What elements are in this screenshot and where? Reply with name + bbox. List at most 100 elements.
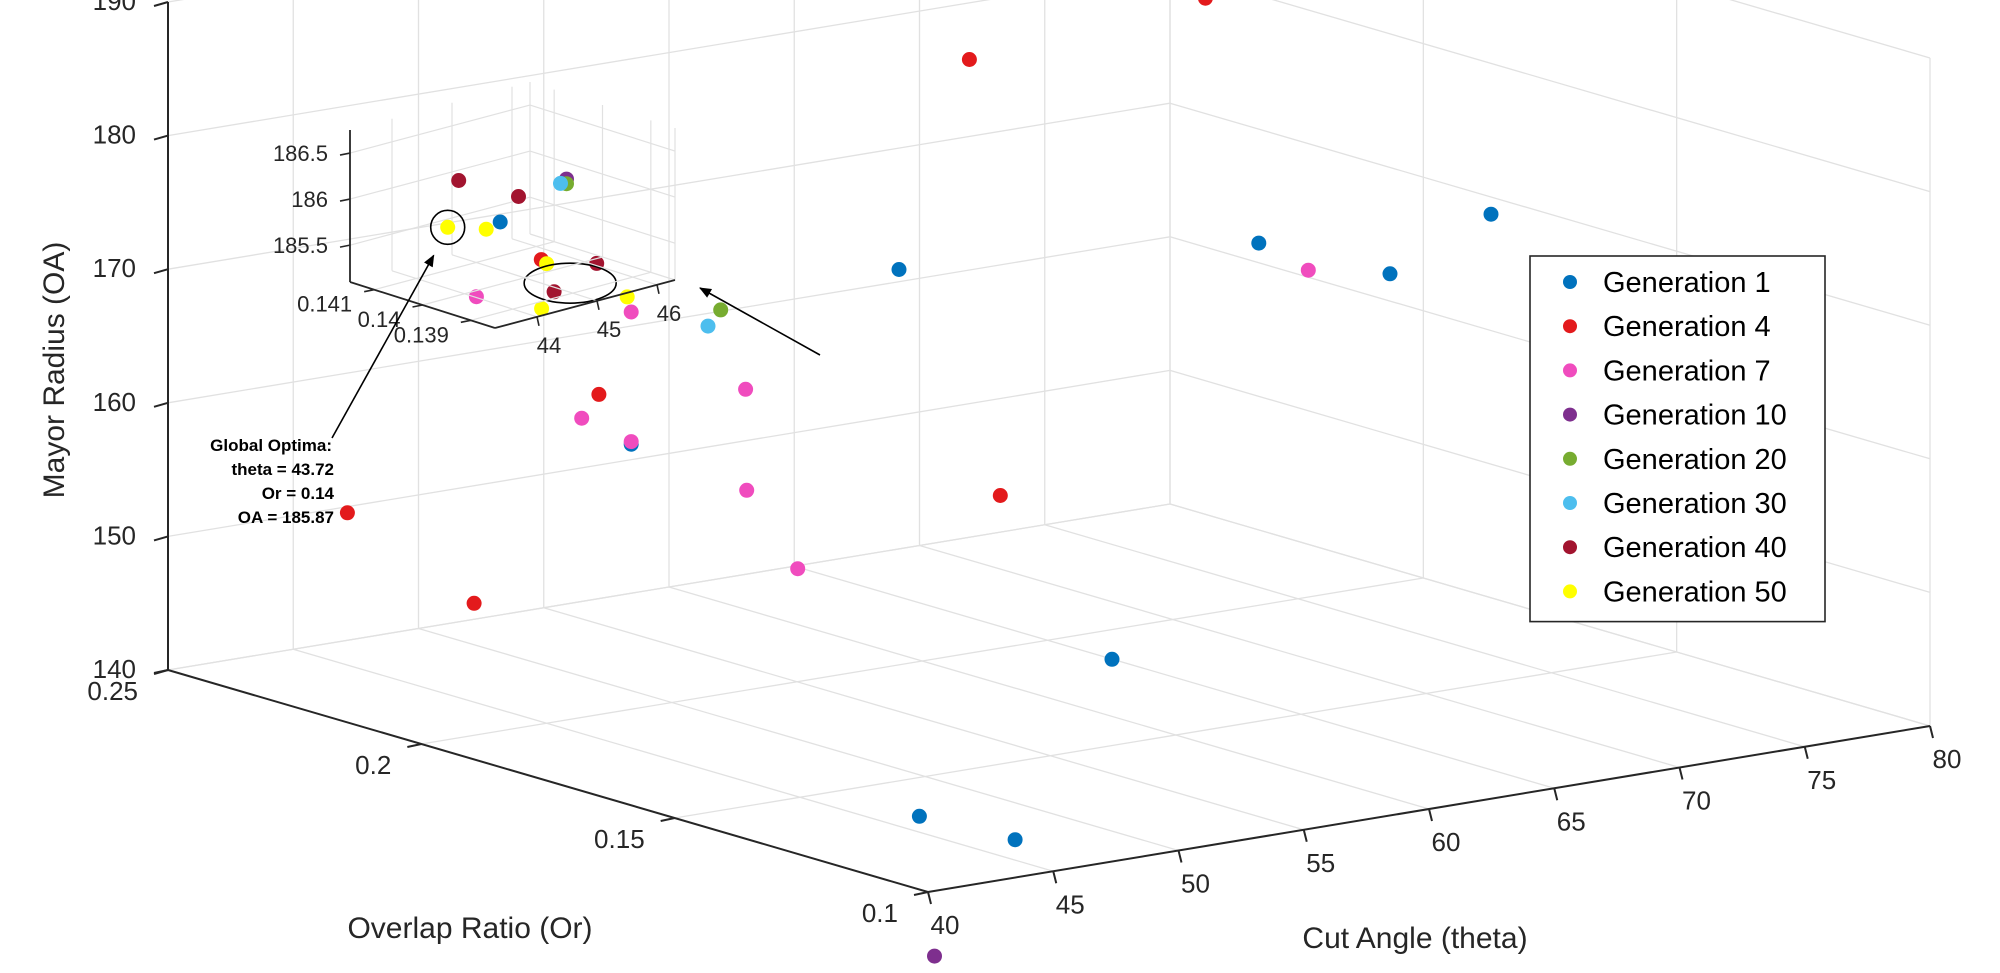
legend-marker <box>1563 407 1577 422</box>
grid-line <box>674 651 1677 819</box>
inset-grid-line <box>349 104 531 154</box>
z-tick-mark <box>153 669 169 675</box>
x-tick-mark <box>927 891 932 905</box>
inset-grid-line <box>529 150 676 198</box>
data-point <box>992 488 1008 503</box>
x-tick-label: 55 <box>1306 848 1335 878</box>
inset-y-tick-mark <box>364 288 375 293</box>
z-tick-mark <box>153 1 169 7</box>
inset-grid-line <box>349 196 531 246</box>
data-point <box>713 302 729 318</box>
y-axis-label: Overlap Ratio (Or) <box>347 912 592 945</box>
grid-line <box>1271 0 1931 193</box>
data-point <box>623 304 639 320</box>
grid-line <box>293 648 1054 872</box>
x-tick-mark <box>1052 871 1058 884</box>
data-point <box>790 561 806 577</box>
legend-label: Generation 4 <box>1603 311 1771 343</box>
inset-z-tick-label: 186.5 <box>273 141 328 166</box>
inset-edge <box>529 233 676 281</box>
x-tick-mark <box>1177 850 1183 863</box>
x-tick-mark <box>1803 746 1809 759</box>
inset-data-point <box>451 173 467 188</box>
data-point <box>961 52 977 67</box>
grid-line <box>167 0 991 137</box>
grid-line <box>167 102 1171 270</box>
inset-data-point <box>553 175 568 191</box>
inset-y-tick-label: 0.139 <box>394 322 449 347</box>
grid-line <box>794 565 1555 789</box>
x-tick-label: 50 <box>1181 869 1210 899</box>
legend-marker <box>1563 275 1577 289</box>
z-tick-mark <box>153 268 169 275</box>
legend-marker <box>1563 319 1577 334</box>
y-axis-line <box>167 669 929 893</box>
inset-data-point <box>440 219 456 235</box>
grid-line <box>167 503 1171 671</box>
y-tick-label: 0.25 <box>87 676 138 706</box>
grid-line <box>167 236 1171 404</box>
legend-label: Generation 1 <box>1603 267 1771 299</box>
data-point <box>1104 651 1120 667</box>
data-point <box>911 808 927 824</box>
inset-z-tick-label: 185.5 <box>273 233 328 258</box>
legend-box <box>1529 255 1826 623</box>
legend-marker <box>1563 540 1577 555</box>
data-point <box>623 434 639 450</box>
z-tick-mark <box>153 401 169 408</box>
data-point <box>466 595 482 611</box>
data-point <box>738 381 754 397</box>
data-points <box>339 0 1597 964</box>
data-point <box>1483 206 1499 222</box>
inset-y-tick-label: 0.141 <box>297 292 352 317</box>
x-tick-mark <box>1678 767 1684 780</box>
global-optima-annotation: Global Optima: theta = 43.72 Or = 0.14 OA =… <box>210 254 821 527</box>
z-tick-label: 150 <box>93 520 136 550</box>
x-tick-label: 75 <box>1807 765 1836 795</box>
y-tick-label: 0.15 <box>594 824 645 854</box>
legend-label: Generation 10 <box>1603 400 1787 432</box>
inset-z-tick-mark <box>339 244 351 248</box>
legend-marker <box>1563 363 1577 378</box>
data-point <box>1251 235 1267 251</box>
data-point <box>339 505 355 521</box>
axes <box>153 1 1934 905</box>
z-tick-label: 190 <box>93 0 136 16</box>
annotation-line: theta = 43.72 <box>231 460 334 479</box>
data-point <box>574 410 590 426</box>
inset-x-tick-label: 44 <box>537 333 561 358</box>
grid-line <box>1044 524 1805 748</box>
grid-line <box>668 586 1430 810</box>
inset-data-point <box>511 189 526 204</box>
data-point <box>492 214 508 230</box>
inset-z-tick-mark <box>339 152 351 156</box>
z-tick-mark <box>153 134 169 141</box>
annotation-line: OA = 185.87 <box>238 508 334 527</box>
data-point <box>1382 266 1398 282</box>
legend-marker <box>1563 496 1577 510</box>
x-tick-mark <box>1428 808 1433 822</box>
inset-grid-line <box>422 256 603 306</box>
data-point <box>1300 262 1316 278</box>
x-tick-mark <box>1553 788 1559 801</box>
z-tick-label: 170 <box>93 253 136 283</box>
grid-line <box>919 544 1680 769</box>
x-tick-label: 40 <box>931 910 960 940</box>
cluster-ellipse <box>523 262 617 304</box>
legend-marker <box>1563 584 1577 599</box>
grid-line <box>543 607 1304 831</box>
x-axis-label: Cut Angle (theta) <box>1302 922 1527 955</box>
inset-x-tick-label: 46 <box>657 301 681 326</box>
x-tick-label: 45 <box>1056 889 1085 919</box>
inset-x-tick-mark <box>536 316 540 326</box>
data-point <box>534 301 550 317</box>
legend-label: Generation 30 <box>1603 488 1787 520</box>
inset-y-tick-mark <box>412 304 423 308</box>
z-tick-label: 180 <box>93 120 136 150</box>
inset-x-tick-mark <box>656 284 660 294</box>
grid-line <box>421 577 1424 745</box>
zoom-arrow <box>699 287 821 356</box>
inset-data-point <box>478 221 494 237</box>
x-tick-label: 65 <box>1557 806 1586 836</box>
